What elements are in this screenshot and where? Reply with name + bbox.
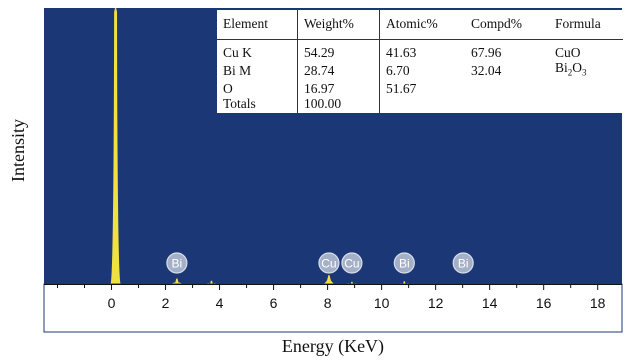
x-tick-label: 12 bbox=[428, 295, 444, 311]
cell-formula: CuO bbox=[555, 45, 581, 60]
x-tick-label: 16 bbox=[536, 295, 552, 311]
table-row: Bi M 28.74 6.70 32.04 Bi2O3 bbox=[217, 60, 623, 81]
cell-element: Cu K bbox=[217, 39, 298, 60]
y-axis-label: Intensity bbox=[7, 118, 28, 182]
x-tick-label: 4 bbox=[216, 295, 224, 311]
spectrum-peak bbox=[171, 278, 183, 284]
element-marker bbox=[318, 252, 340, 274]
element-marker bbox=[393, 252, 415, 274]
formula-subscript: 3 bbox=[582, 67, 587, 78]
header-element: Element bbox=[217, 10, 298, 40]
spectrum-peak bbox=[398, 281, 410, 286]
element-marker bbox=[452, 252, 474, 274]
element-marker bbox=[166, 252, 188, 274]
spectrum-peak bbox=[110, 8, 121, 284]
x-axis-panel bbox=[43, 283, 623, 333]
cell-compd bbox=[465, 96, 549, 113]
cell-element: O bbox=[217, 80, 298, 96]
x-tick-label: 0 bbox=[108, 295, 116, 311]
composition-table: Element Weight% Atomic% Compd% Formula C… bbox=[217, 10, 623, 113]
element-marker-label: Cu bbox=[344, 257, 359, 271]
cell-formula bbox=[549, 81, 623, 96]
element-markers: Bi Cu Cu Bi Bi bbox=[166, 252, 474, 274]
cell-atomic bbox=[380, 96, 466, 113]
x-tick-label: 10 bbox=[374, 295, 390, 311]
cell-weight: 28.74 bbox=[297, 60, 380, 81]
cell-element: Totals bbox=[217, 95, 298, 113]
element-marker-label: Bi bbox=[399, 257, 410, 271]
table-row: Cu K 54.29 41.63 67.96 CuO bbox=[217, 39, 623, 60]
x-tick-label: 14 bbox=[482, 295, 498, 311]
header-weight: Weight% bbox=[297, 10, 380, 40]
formula-base: Bi bbox=[555, 60, 568, 75]
formula-subscript: 2 bbox=[567, 67, 573, 78]
cell-compd: 32.04 bbox=[471, 62, 502, 78]
element-marker-label: Bi bbox=[172, 257, 183, 271]
x-tick-label: 8 bbox=[324, 295, 332, 311]
formula-mid: O bbox=[572, 60, 583, 75]
cell-formula: Bi2O3 bbox=[549, 60, 623, 81]
cell-atomic: 41.63 bbox=[386, 45, 417, 60]
header-compd: Compd% bbox=[465, 10, 549, 40]
element-marker-label: Bi bbox=[458, 257, 469, 271]
x-tick-label: 6 bbox=[270, 295, 278, 311]
element-marker bbox=[341, 252, 363, 274]
cell-weight: 100.00 bbox=[297, 95, 380, 113]
cell-atomic: 6.70 bbox=[386, 62, 410, 78]
table-row: Totals 100.00 bbox=[217, 95, 623, 113]
cell-weight: 16.97 bbox=[297, 80, 380, 96]
cell-element: Bi M bbox=[217, 60, 298, 81]
cell-formula bbox=[549, 96, 623, 113]
header-formula: Formula bbox=[549, 10, 623, 40]
header-atomic: Atomic% bbox=[379, 10, 465, 40]
x-tick-label: 18 bbox=[590, 295, 606, 311]
cell-weight: 54.29 bbox=[297, 39, 380, 60]
cell-compd: 67.96 bbox=[471, 45, 502, 60]
cell-compd bbox=[465, 81, 549, 96]
x-axis-ticks: 0 2 4 6 8 10 12 14 16 18 bbox=[57, 285, 606, 311]
table-header-row: Element Weight% Atomic% Compd% Formula bbox=[217, 10, 623, 40]
spectrum-peak bbox=[323, 275, 335, 284]
x-tick-label: 2 bbox=[162, 295, 170, 311]
cell-atomic: 51.67 bbox=[386, 80, 417, 96]
element-marker-label: Cu bbox=[321, 257, 336, 271]
x-axis-label: Energy (KeV) bbox=[281, 336, 385, 356]
table-row: O 16.97 51.67 bbox=[217, 80, 623, 96]
